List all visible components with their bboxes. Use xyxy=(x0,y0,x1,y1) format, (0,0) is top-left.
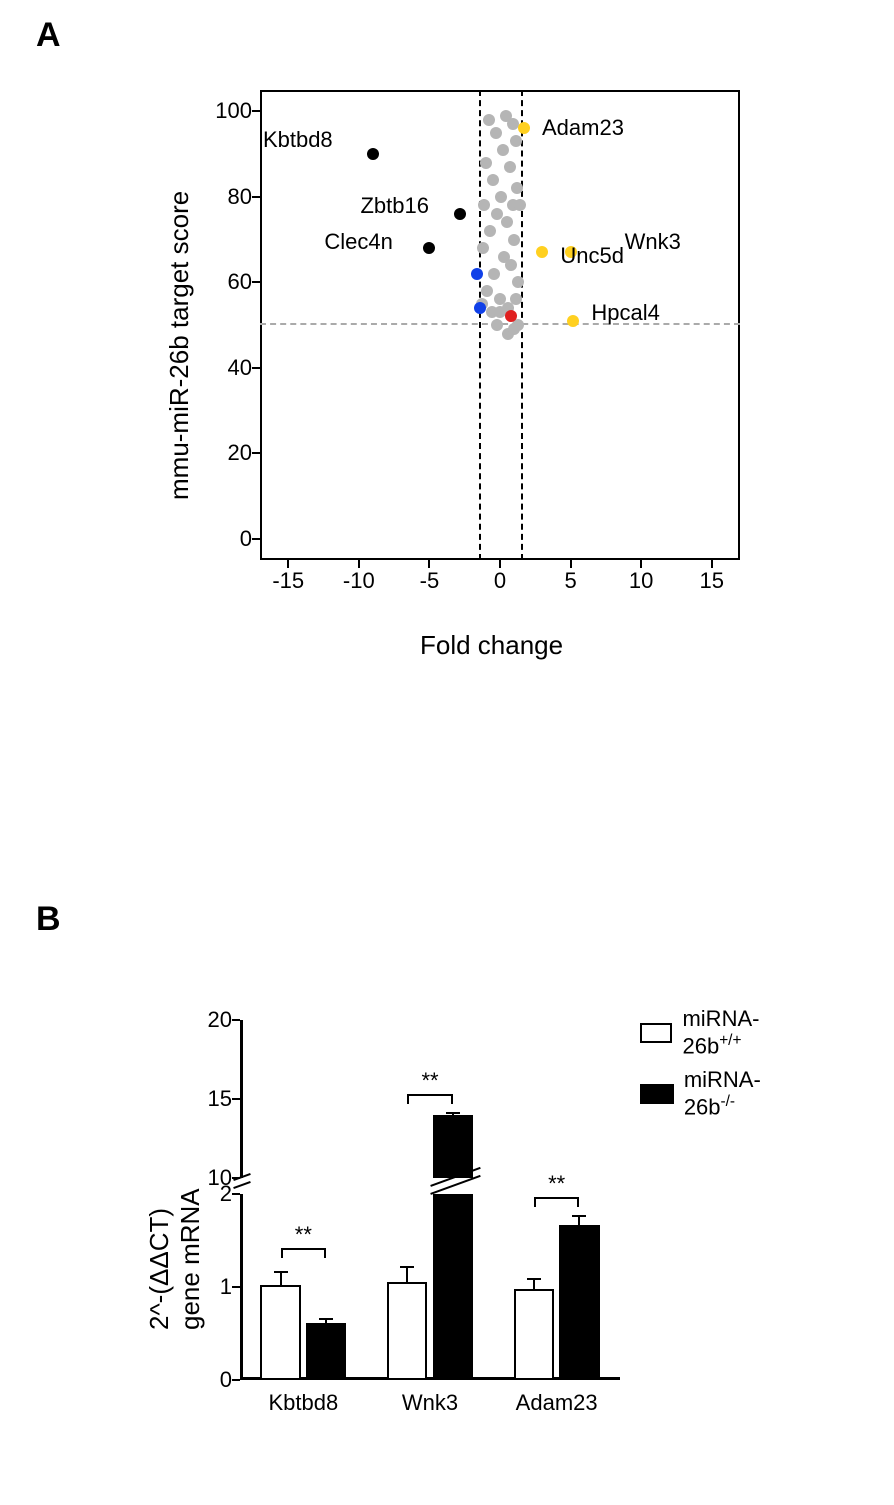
scatter-point-grey xyxy=(501,216,513,228)
panel-label-a: A xyxy=(36,16,61,55)
significance-stars: ** xyxy=(548,1171,565,1197)
scatter-point-label: Zbtb16 xyxy=(360,193,429,219)
scatter-point-grey xyxy=(514,199,526,211)
bar-category-label: Kbtbd8 xyxy=(268,1390,338,1416)
scatter-point-blue xyxy=(471,268,483,280)
scatter-point-grey xyxy=(494,306,506,318)
scatter-point-grey xyxy=(484,225,496,237)
scatter-point-grey xyxy=(490,127,502,139)
panel-label-b: B xyxy=(36,900,61,939)
legend-row-ko: miRNA-26b-/- xyxy=(640,1067,790,1120)
scatter-point-label: Adam23 xyxy=(542,115,624,141)
legend-swatch-ko xyxy=(640,1084,674,1104)
scatter-x-title: Fold change xyxy=(420,630,563,661)
scatter-ytick-label: 80 xyxy=(206,184,252,210)
scatter-plot-area: -15-10-5051015020406080100Adam23Wnk3Unc5… xyxy=(260,90,740,560)
scatter-xtick-label: -5 xyxy=(420,568,440,594)
scatter-xtick-label: -15 xyxy=(272,568,304,594)
scatter-point-grey xyxy=(512,276,524,288)
scatter-xtick-label: -10 xyxy=(343,568,375,594)
scatter-ytick-label: 40 xyxy=(206,355,252,381)
scatter-point-grey xyxy=(508,234,520,246)
scatter-point-black xyxy=(367,148,379,160)
scatter-point-grey xyxy=(508,323,520,335)
bar-y-title: 2^-(ΔΔCT) gene mRNA xyxy=(144,1188,206,1330)
scatter-point-grey xyxy=(504,161,516,173)
legend-swatch-wt xyxy=(640,1023,672,1043)
scatter-xtick-label: 5 xyxy=(564,568,576,594)
scatter-xtick-label: 15 xyxy=(700,568,724,594)
scatter-point-grey xyxy=(481,285,493,297)
bar-y-title-line2: gene mRNA xyxy=(175,1188,205,1330)
bar-category-label: Adam23 xyxy=(516,1390,598,1416)
scatter-point-label: Clec4n xyxy=(324,229,392,255)
scatter-ytick-label: 20 xyxy=(206,440,252,466)
scatter-point-blue xyxy=(474,302,486,314)
scatter-point-grey xyxy=(477,242,489,254)
bar-ytick-label: 15 xyxy=(188,1086,232,1112)
bar-ko xyxy=(433,1115,474,1178)
legend-row-wt: miRNA-26b+/+ xyxy=(640,1006,790,1059)
scatter-point-black xyxy=(423,242,435,254)
bar-category-label: Wnk3 xyxy=(402,1390,458,1416)
scatter-point-grey xyxy=(510,135,522,147)
bar-ko xyxy=(433,1194,474,1380)
scatter-point-grey xyxy=(487,174,499,186)
scatter-point-grey xyxy=(478,199,490,211)
bar-wt xyxy=(387,1282,428,1380)
scatter-ytick-label: 60 xyxy=(206,269,252,295)
scatter-point-black xyxy=(454,208,466,220)
scatter-xtick-label: 0 xyxy=(494,568,506,594)
scatter-y-title: mmu-miR-26b target score xyxy=(164,191,195,500)
significance-stars: ** xyxy=(295,1222,312,1248)
bar-ko xyxy=(306,1323,347,1380)
scatter-point-label: Wnk3 xyxy=(625,229,681,255)
bar-wt xyxy=(514,1289,555,1380)
scatter-point-grey xyxy=(511,182,523,194)
bar-wt xyxy=(260,1285,301,1380)
scatter-point-red xyxy=(505,310,517,322)
scatter-point-grey xyxy=(480,157,492,169)
legend-label-wt: miRNA-26b+/+ xyxy=(682,1006,790,1059)
scatter-point-yellow xyxy=(518,122,530,134)
bar-y-title-line1: 2^-(ΔΔCT) xyxy=(144,1208,174,1330)
scatter-point-grey xyxy=(495,191,507,203)
bar-ko xyxy=(559,1225,600,1380)
scatter-point-label: Kbtbd8 xyxy=(263,127,333,153)
bar-chart: 012101520Kbtbd8**Wnk3**Adam23** 2^-(ΔΔCT… xyxy=(110,960,790,1460)
bar-ytick-label: 20 xyxy=(188,1007,232,1033)
scatter-point-label: Hpcal4 xyxy=(591,300,659,326)
scatter-point-grey xyxy=(497,144,509,156)
scatter-point-yellow xyxy=(536,246,548,258)
scatter-chart: -15 -10 -5 0 5 10 15 0 20 40 60 80 100 Adam23 Wnk3Unc5… xyxy=(140,70,780,690)
scatter-xtick-label: 10 xyxy=(629,568,653,594)
scatter-point-grey xyxy=(507,118,519,130)
scatter-point-label: Unc5d xyxy=(560,243,624,269)
bar-plot-area: 012101520Kbtbd8**Wnk3**Adam23** xyxy=(240,1020,620,1380)
bar-ytick-label: 0 xyxy=(188,1367,232,1393)
bar-legend: miRNA-26b+/+ miRNA-26b-/- xyxy=(640,1006,790,1129)
scatter-point-grey xyxy=(505,259,517,271)
scatter-point-grey xyxy=(488,268,500,280)
legend-label-ko: miRNA-26b-/- xyxy=(684,1067,790,1120)
scatter-point-grey xyxy=(491,319,503,331)
scatter-ytick-label: 0 xyxy=(206,526,252,552)
scatter-point-yellow xyxy=(567,315,579,327)
significance-stars: ** xyxy=(421,1068,438,1094)
scatter-ytick-label: 100 xyxy=(206,98,252,124)
scatter-point-grey xyxy=(483,114,495,126)
